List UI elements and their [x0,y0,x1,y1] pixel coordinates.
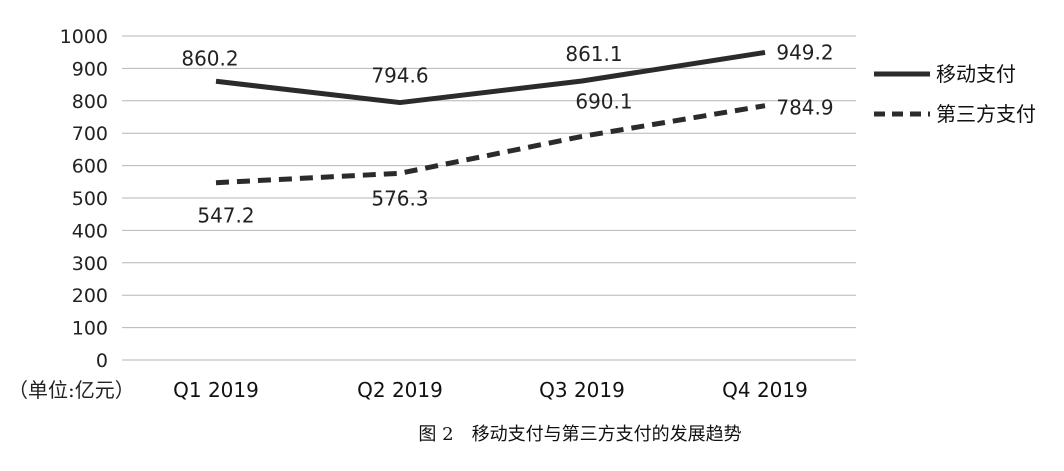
data-label: 690.1 [575,89,632,113]
figure-caption: 图 2 移动支付与第三方支付的发展趋势 [418,424,741,445]
series-lines [215,49,766,186]
y-tick-label: 500 [72,188,108,210]
data-labels: 860.2 794.6 861.1 949.2 547.2 576.3 690.1 784.9 [181,40,833,227]
legend-label: 移动支付 [936,62,1016,86]
series-line-mobile-payment [215,49,766,106]
y-tick-label: 0 [96,350,108,372]
x-tick-label: Q1 2019 [173,378,259,402]
x-tick-label: Q4 2019 [722,378,808,402]
x-tick-label: Q2 2019 [357,378,443,402]
x-axis-ticks: Q1 2019 Q2 2019 Q3 2019 Q4 2019 [173,378,808,402]
y-tick-label: 300 [72,253,108,275]
y-tick-label: 100 [72,318,108,340]
gridlines [122,35,856,361]
y-tick-label: 800 [72,91,108,113]
y-tick-label: 700 [72,123,108,145]
y-tick-label: 200 [72,285,108,307]
y-tick-label: 600 [72,156,108,178]
data-label: 860.2 [181,46,238,70]
x-tick-label: Q3 2019 [539,378,625,402]
data-label: 794.6 [371,64,428,88]
unit-label: （单位:亿元） [8,378,135,402]
data-label: 547.2 [197,204,254,228]
y-tick-label: 1000 [60,26,108,48]
data-label: 949.2 [776,40,833,64]
legend-label: 第三方支付 [936,102,1036,126]
series-line-third-party-payment [215,103,766,186]
data-label: 784.9 [776,96,833,120]
y-tick-label: 400 [72,220,108,242]
data-label: 576.3 [371,186,428,210]
y-axis-ticks: 0 100 200 300 400 500 600 700 800 900 1000 [60,26,108,372]
data-label: 861.1 [565,42,622,66]
y-tick-label: 900 [72,58,108,80]
